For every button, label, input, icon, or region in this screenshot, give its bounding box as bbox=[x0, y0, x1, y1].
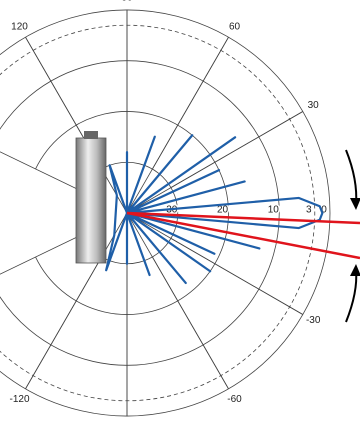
arrow-head bbox=[350, 198, 360, 210]
antenna bbox=[76, 138, 106, 263]
sector-edge bbox=[0, 125, 81, 191]
theta-tick-label: -60 bbox=[227, 394, 242, 405]
beam-line bbox=[127, 213, 360, 258]
theta-tick-label: 60 bbox=[229, 21, 241, 32]
grid-spoke bbox=[127, 112, 303, 214]
theta-tick-label: 30 bbox=[308, 100, 320, 111]
grid-spoke bbox=[127, 213, 303, 315]
grid-ring bbox=[0, 10, 330, 416]
theta-tick-label: 120 bbox=[11, 21, 28, 32]
grid-spoke bbox=[127, 37, 229, 213]
r-tick-label: 10 bbox=[268, 205, 280, 216]
theta-tick-label: 90 bbox=[121, 0, 133, 4]
arrow-head bbox=[350, 264, 360, 276]
pattern-line bbox=[106, 135, 322, 283]
sector-edge bbox=[0, 235, 81, 301]
theta-tick-label: -120 bbox=[9, 394, 29, 405]
r-tick-label: 3 bbox=[306, 205, 312, 216]
theta-tick-label: -30 bbox=[306, 315, 321, 326]
pattern bbox=[106, 135, 322, 283]
grid-spoke bbox=[127, 213, 229, 389]
tilt-arrow bbox=[346, 150, 356, 205]
tilt-arrow bbox=[346, 270, 356, 322]
r-tick-label: 20 bbox=[217, 205, 229, 216]
antenna-cap bbox=[84, 131, 98, 139]
